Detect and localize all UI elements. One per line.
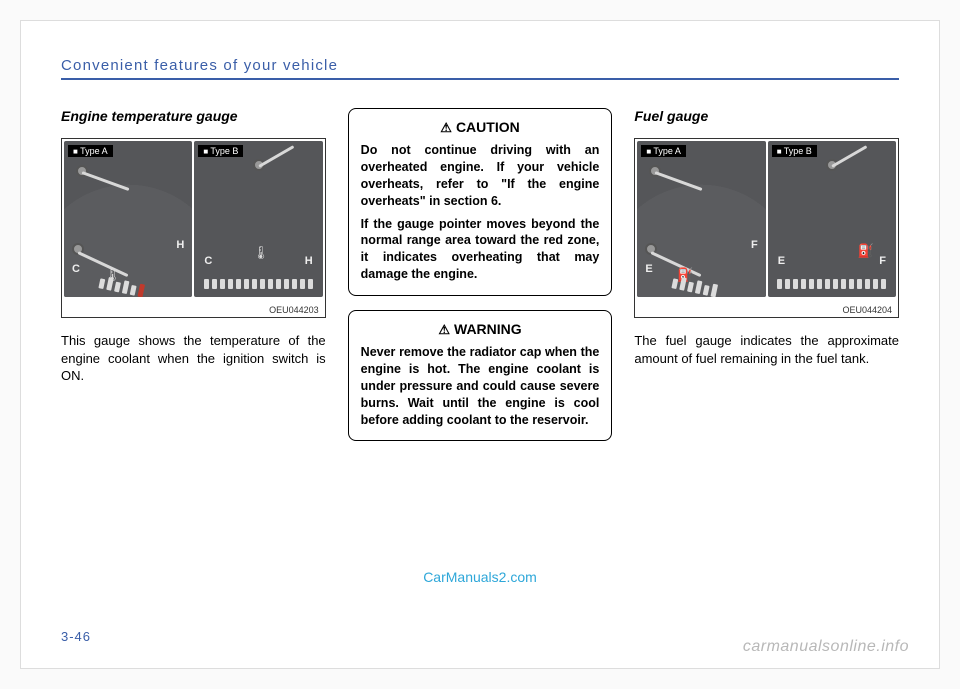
caution-title: ⚠ CAUTION [361, 119, 600, 136]
header-rule [61, 78, 899, 80]
figure-code: OEU044203 [269, 305, 319, 315]
column-2: ⚠ CAUTION Do not continue driving with an… [348, 108, 613, 441]
temp-gauge-type-b: Type B C H 🌡 [194, 141, 322, 297]
type-a-badge: Type A [641, 145, 686, 157]
page-number: 3-46 [61, 629, 91, 644]
warning-icon: ⚠ [438, 322, 450, 337]
caution-icon: ⚠ [440, 120, 452, 135]
caution-title-text: CAUTION [456, 119, 520, 135]
caution-p2: If the gauge pointer moves beyond the no… [361, 216, 600, 284]
manual-page: Convenient features of your vehicle Engi… [20, 20, 940, 669]
type-b-badge: Type B [772, 145, 817, 157]
temp-gauge-heading: Engine temperature gauge [61, 108, 326, 124]
temp-gauge-description: This gauge shows the temperature of the … [61, 332, 326, 385]
watermark-carmanuals2: CarManuals2.com [423, 569, 537, 585]
fuel-pump-icon: ⛽ [858, 243, 874, 259]
column-3: Fuel gauge Type A E F ⛽ [634, 108, 899, 441]
scale-f-label: F [751, 239, 758, 251]
type-b-badge: Type B [198, 145, 243, 157]
watermark-carmanualsonline: carmanualsonline.info [743, 638, 909, 656]
temp-gauge-figure: Type A C H 🌡 [61, 138, 326, 318]
type-a-badge: Type A [68, 145, 113, 157]
scale-h-label: H [176, 239, 184, 251]
warning-box: ⚠ WARNING Never remove the radiator cap w… [348, 310, 613, 441]
warning-title-text: WARNING [454, 321, 522, 337]
warning-title: ⚠ WARNING [361, 321, 600, 338]
temp-gauge-type-a: Type A C H 🌡 [64, 141, 192, 297]
fuel-gauge-heading: Fuel gauge [634, 108, 899, 124]
fuel-gauge-description: The fuel gauge indicates the approximate… [634, 332, 899, 367]
page-header-title: Convenient features of your vehicle [61, 57, 899, 78]
fuel-gauge-figure: Type A E F ⛽ [634, 138, 899, 318]
column-1: Engine temperature gauge Type A C H 🌡 [61, 108, 326, 441]
figure-code: OEU044204 [842, 305, 892, 315]
caution-p1: Do not continue driving with an overheat… [361, 142, 600, 210]
caution-box: ⚠ CAUTION Do not continue driving with an… [348, 108, 613, 296]
fuel-gauge-type-b: Type B E F ⛽ [768, 141, 896, 297]
fuel-gauge-type-a: Type A E F ⛽ [637, 141, 765, 297]
warning-p1: Never remove the radiator cap when the e… [361, 344, 600, 428]
content-columns: Engine temperature gauge Type A C H 🌡 [61, 108, 899, 441]
